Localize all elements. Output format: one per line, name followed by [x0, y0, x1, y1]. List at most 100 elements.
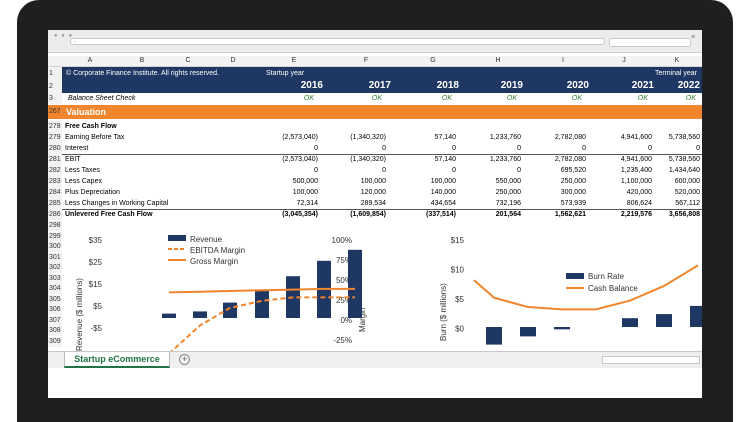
- horizontal-scrollbar[interactable]: [602, 356, 700, 364]
- column-header-h[interactable]: H: [495, 57, 501, 64]
- legend-label: Burn Rate: [588, 272, 625, 281]
- burn-cash-chart: $15 $10 $5 $0 Burn ($ millions) Burn Rate Cash…: [439, 236, 702, 345]
- menu-icon[interactable]: ≡: [691, 34, 696, 41]
- row-number[interactable]: 278: [48, 121, 62, 132]
- legend-label: Gross Margin: [190, 257, 238, 266]
- row-label: Free Cash Flow: [65, 123, 117, 130]
- row-divider: [62, 209, 702, 210]
- legend-swatch-revenue: [168, 235, 186, 241]
- column-header-i[interactable]: I: [562, 57, 564, 64]
- row-label: Plus Depreciation: [65, 189, 120, 196]
- address-bar[interactable]: -: [70, 38, 605, 45]
- y2-tick-label: 50%: [336, 276, 352, 285]
- row-number[interactable]: 284: [48, 187, 62, 198]
- burn-rate-bar: [486, 327, 502, 345]
- row-label: Interest: [65, 145, 89, 152]
- legend-label: EBITDA Margin: [190, 246, 245, 255]
- search-bar[interactable]: [609, 38, 691, 47]
- row-label: EBIT: [65, 156, 81, 163]
- row-number[interactable]: 279: [48, 132, 62, 143]
- y2-tick-label: 0%: [340, 316, 352, 325]
- row-number[interactable]: 282: [48, 165, 62, 176]
- row-value: 250,000: [560, 178, 586, 185]
- row-number[interactable]: 281: [48, 154, 62, 165]
- balance-check-ok: OK: [506, 95, 517, 102]
- column-header-d[interactable]: D: [230, 57, 236, 64]
- column-header-e[interactable]: E: [291, 57, 297, 64]
- ebitda-margin-line: [170, 296, 355, 351]
- row-value: 289,534: [360, 200, 386, 207]
- row-value: 550,000: [495, 178, 521, 185]
- row-number[interactable]: 286: [48, 209, 62, 220]
- row-label: Less Taxes: [65, 167, 100, 174]
- row-number[interactable]: 3: [48, 93, 62, 104]
- column-header-g[interactable]: G: [430, 57, 436, 64]
- year-header: 2022: [677, 80, 700, 91]
- row-number[interactable]: 304: [48, 284, 62, 294]
- row-number[interactable]: 303: [48, 273, 62, 284]
- burn-rate-bar: [520, 327, 536, 337]
- row-number[interactable]: 298: [48, 221, 62, 231]
- column-header-k[interactable]: K: [674, 57, 680, 64]
- row-value: 1,233,760: [489, 156, 521, 163]
- row-number[interactable]: 285: [48, 198, 62, 209]
- header-band: [62, 67, 702, 93]
- valuation-band: [62, 105, 702, 119]
- y-axis-label: Revenue ($ millions): [75, 278, 84, 351]
- add-sheet-icon[interactable]: +: [179, 354, 190, 365]
- row-number[interactable]: 283: [48, 176, 62, 187]
- window-controls-icon[interactable]: ● ● ●: [54, 33, 74, 39]
- row-value: 0: [648, 145, 652, 152]
- burn-rate-bar: [622, 318, 638, 327]
- row-value: 1,235,400: [620, 167, 652, 174]
- row-number[interactable]: 267: [48, 105, 62, 119]
- balance-check-ok: OK: [685, 95, 696, 102]
- legend-label: Cash Balance: [588, 284, 638, 293]
- column-header-f[interactable]: F: [363, 57, 369, 64]
- year-header: 2020: [566, 80, 589, 91]
- row-value: 0: [382, 145, 386, 152]
- y-axis-label: Burn ($ millions): [439, 283, 448, 341]
- row-value: 4,941,600: [620, 134, 652, 141]
- row-value: 0: [314, 167, 318, 174]
- y2-tick-label: 25%: [336, 296, 352, 305]
- row-label: Earning Before Tax: [65, 134, 125, 141]
- revenue-bar: [223, 302, 237, 318]
- startup-year-label: Startup year: [266, 70, 305, 77]
- row-number[interactable]: 309: [48, 336, 62, 347]
- row-value: 201,564: [495, 211, 521, 218]
- column-header-j[interactable]: J: [622, 57, 626, 64]
- row-number[interactable]: 1: [48, 67, 62, 80]
- row-number[interactable]: 300: [48, 242, 62, 252]
- row-value: 300,000: [560, 189, 586, 196]
- row-number[interactable]: 308: [48, 326, 62, 336]
- y-tick-label: $35: [89, 236, 103, 245]
- row-value: 3,656,808: [668, 211, 700, 218]
- sheet-tab-startup-ecommerce[interactable]: Startup eCommerce: [64, 352, 170, 368]
- row-value: 57,140: [434, 134, 456, 141]
- row-value: 2,782,080: [554, 156, 586, 163]
- row-value: 600,000: [674, 178, 700, 185]
- row-label: Unlevered Free Cash Flow: [65, 211, 153, 218]
- row-number[interactable]: 2: [48, 80, 62, 93]
- y-tick-label: -$5: [90, 324, 102, 333]
- row-number[interactable]: 301: [48, 252, 62, 263]
- row-number[interactable]: 306: [48, 305, 62, 315]
- row-number[interactable]: 299: [48, 231, 62, 242]
- revenue-bar: [348, 249, 362, 318]
- legend-swatch-burn: [566, 273, 584, 279]
- row-value: (2,573,040): [282, 156, 318, 163]
- column-header-c[interactable]: C: [185, 57, 191, 64]
- burn-rate-bar: [690, 305, 702, 327]
- row-number[interactable]: 280: [48, 143, 62, 154]
- row-value: 573,939: [560, 200, 586, 207]
- row-value: 420,000: [626, 189, 652, 196]
- row-number[interactable]: 302: [48, 263, 62, 273]
- browser-toolbar: ● ● ● - ≡: [48, 30, 702, 53]
- row-number[interactable]: 307: [48, 315, 62, 326]
- column-header-a[interactable]: A: [87, 57, 93, 64]
- row-value: (2,573,040): [282, 134, 318, 141]
- row-number[interactable]: 305: [48, 294, 62, 305]
- row-value: 520,000: [674, 189, 700, 196]
- column-header-b[interactable]: B: [139, 57, 145, 64]
